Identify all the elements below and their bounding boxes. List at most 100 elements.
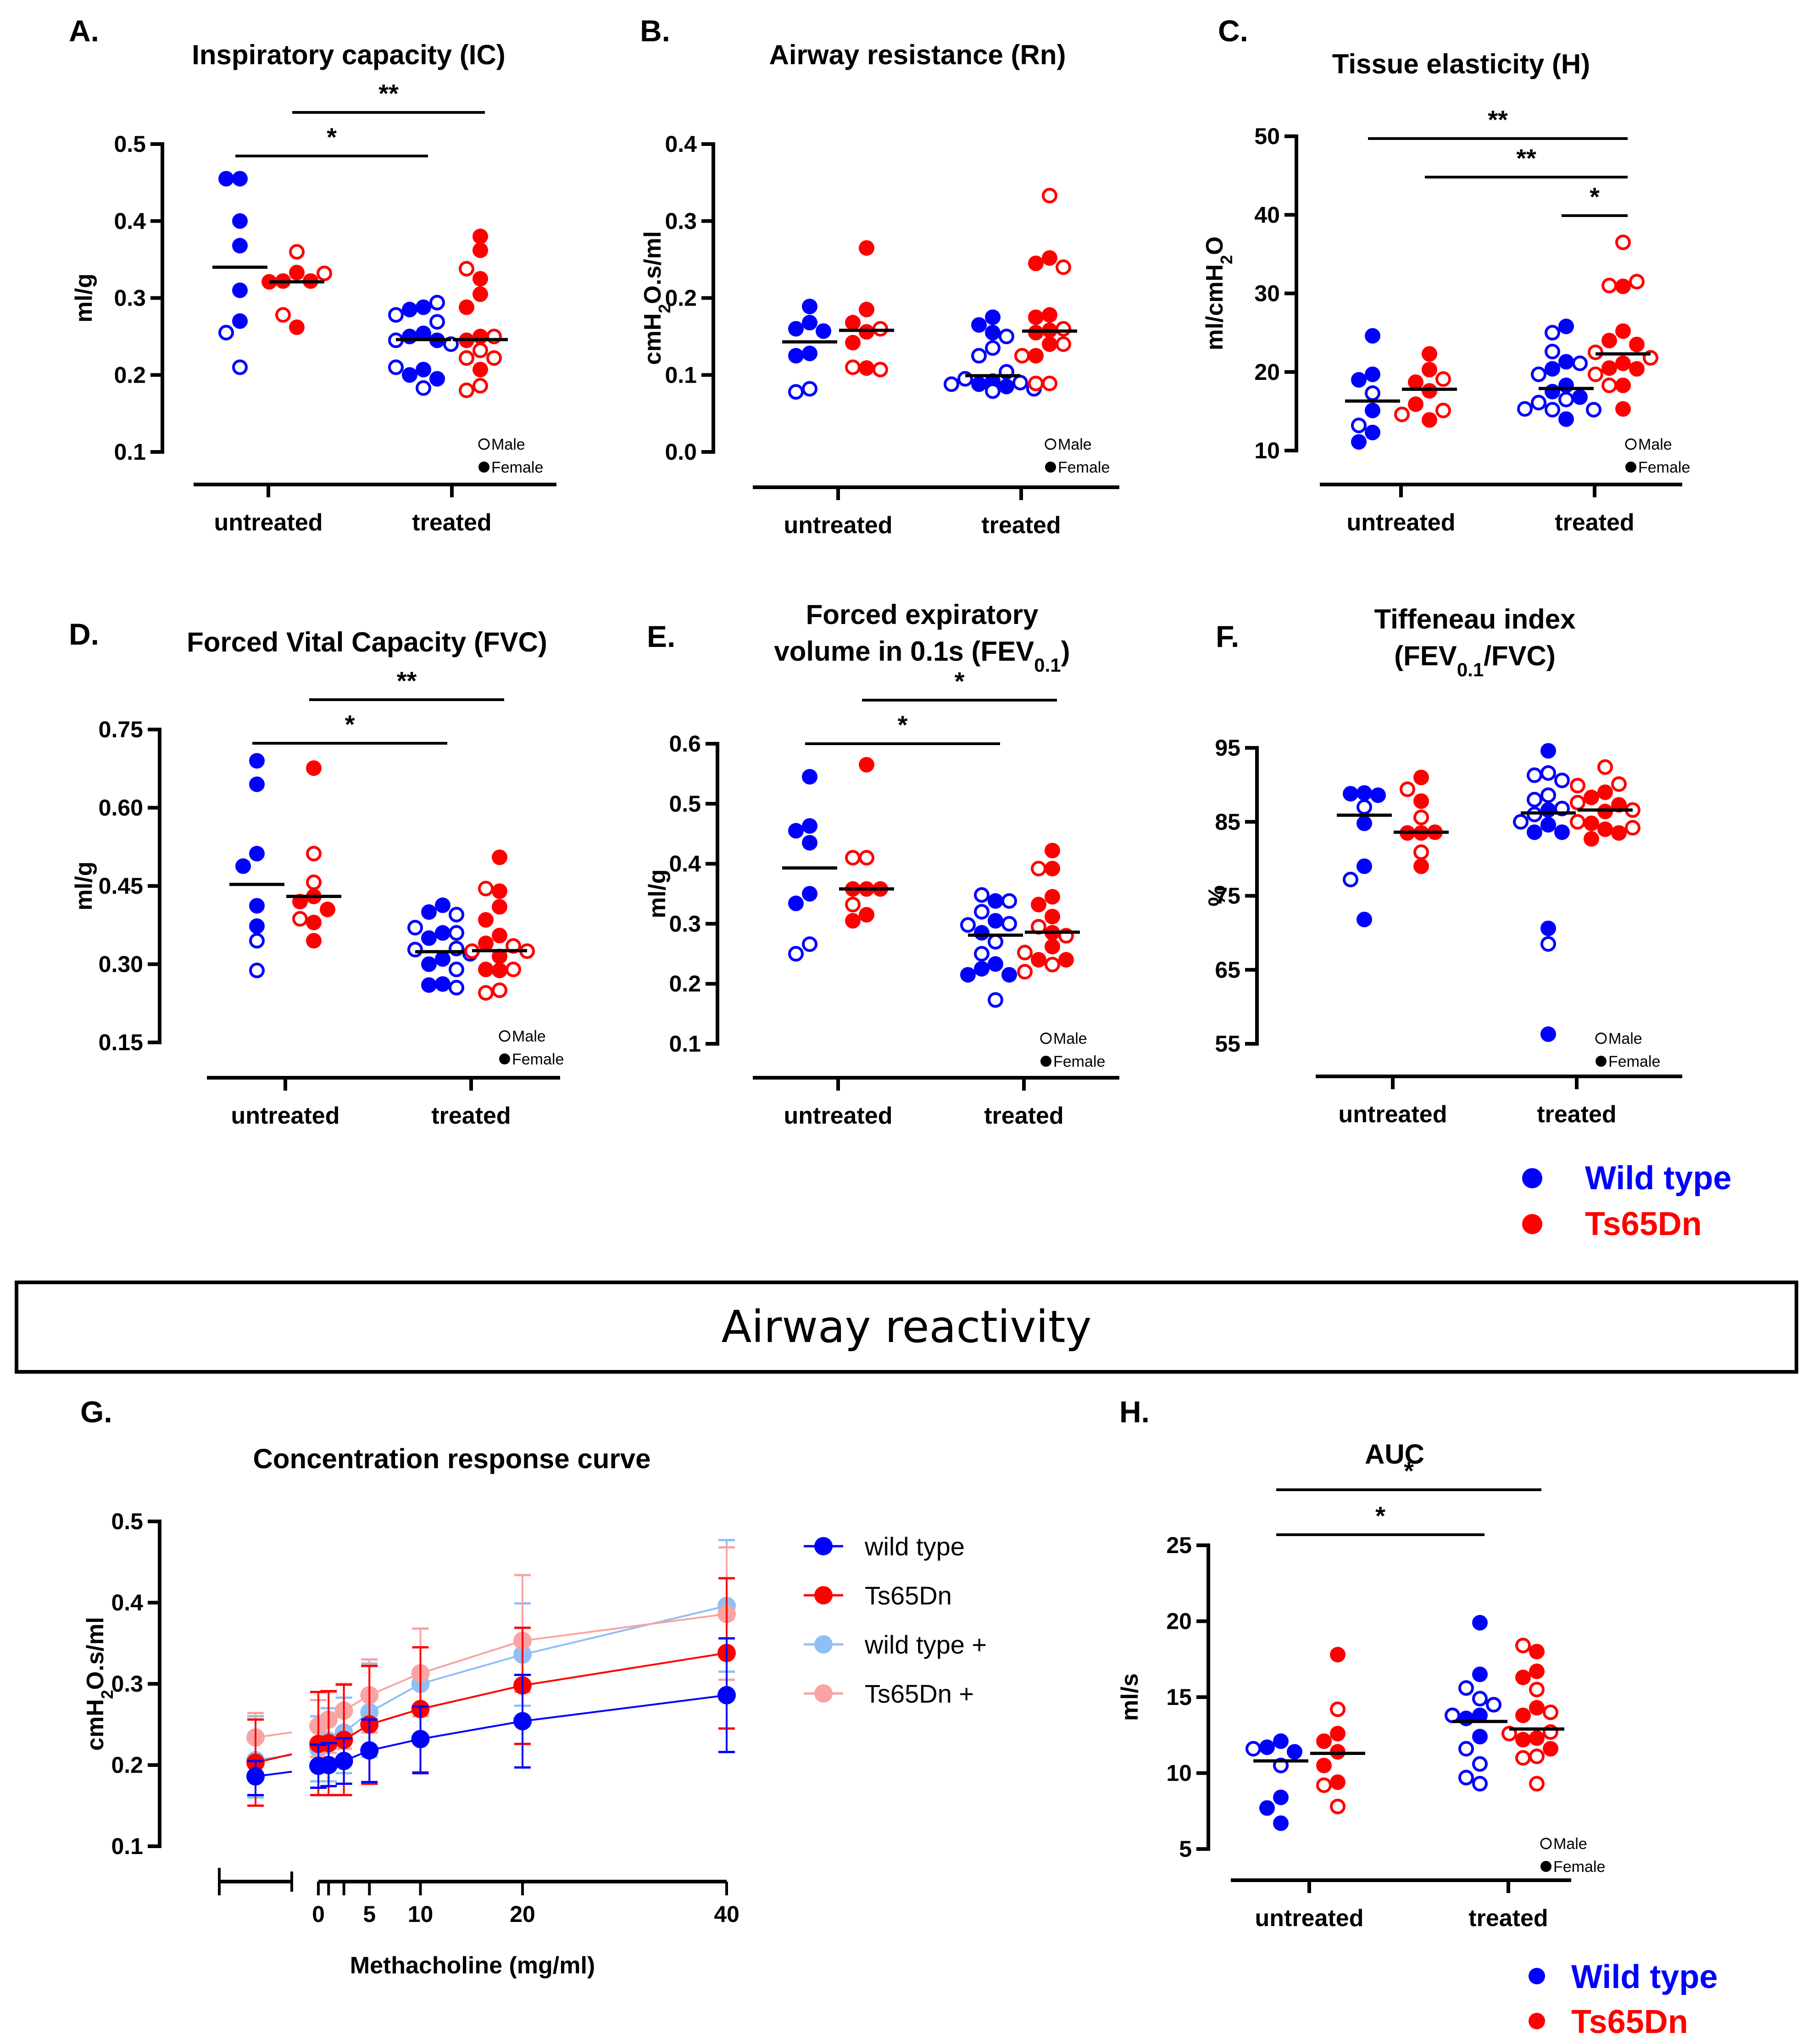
y-axis-label: ml/g	[71, 862, 97, 911]
group-ts65dn-treated	[1017, 842, 1080, 980]
data-point-male	[449, 925, 464, 941]
data-point-female	[1031, 897, 1046, 913]
data-point-male	[944, 376, 959, 392]
data-point-male	[1540, 787, 1556, 803]
data-point-male	[292, 911, 308, 927]
male-marker-icon	[1540, 1838, 1552, 1849]
group-legend-bottom: Wild type Ts65Dn	[1529, 1959, 1718, 2040]
data-point-female	[845, 315, 861, 331]
data-point-female	[218, 171, 234, 187]
data-point-male	[1527, 767, 1542, 783]
data-point-female	[1558, 354, 1574, 370]
y-tick-label: 0.0	[665, 439, 697, 465]
data-point-female	[232, 171, 248, 187]
data-point-male	[845, 359, 861, 375]
panel-a: A. Inspiratory capacity (IC) 0.1 0.2 0.3 0.4 0…	[69, 14, 556, 536]
data-point-male	[429, 314, 445, 330]
data-point-female	[1413, 858, 1429, 874]
legend-dot-wild-type	[1522, 1168, 1542, 1188]
group-wild_type-treated	[960, 887, 1023, 1008]
data-point-male	[1531, 366, 1546, 382]
panel-letter: F.	[1216, 619, 1239, 653]
data-point-male	[449, 907, 464, 923]
x-tick-label: untreated	[784, 512, 893, 539]
data-point-male	[1458, 1680, 1474, 1696]
chart-title: Inspiratory capacity (IC)	[192, 39, 506, 70]
data-point-female	[421, 977, 437, 993]
data-point-male	[1458, 1741, 1474, 1757]
chart-title: Tissue elasticity (H)	[1332, 49, 1590, 79]
y-tick-label: 20	[1254, 359, 1280, 385]
data-point-female	[1529, 1700, 1545, 1716]
data-point-male	[407, 941, 423, 958]
panel-letter: A.	[69, 14, 99, 48]
data-point-male	[492, 982, 507, 998]
y-axis-label: %	[1204, 885, 1230, 906]
data-point	[319, 1756, 338, 1774]
data-point-male	[1413, 844, 1429, 860]
data-point-male	[1472, 1691, 1488, 1707]
data-point-female	[1045, 889, 1060, 905]
data-point-male	[1031, 861, 1046, 877]
data-point-male	[388, 307, 404, 323]
data-point-male	[1343, 872, 1358, 888]
data-point-male	[802, 381, 817, 397]
panel-letter: H.	[1119, 1395, 1150, 1429]
x-tick-label: treated	[1468, 1905, 1548, 1932]
data-point-male	[985, 340, 1001, 356]
data-point-male	[1543, 1704, 1558, 1721]
significance-label: **	[1516, 144, 1536, 173]
x-tick-label: treated	[1537, 1101, 1616, 1128]
data-point-female	[1472, 1707, 1488, 1723]
data-point-male	[1014, 348, 1030, 364]
data-point-male	[1056, 336, 1071, 352]
data-point-female	[1540, 920, 1556, 936]
data-point-female	[1028, 309, 1044, 325]
data-point-male	[429, 295, 445, 311]
data-point-female	[1629, 336, 1645, 352]
y-axis-label: ml/cmH2O	[1201, 236, 1236, 350]
data-point-female	[421, 904, 437, 920]
data-point	[334, 1752, 353, 1771]
data-point-female	[802, 769, 817, 785]
male-legend-label: Male	[1553, 1835, 1587, 1853]
data-point	[411, 1730, 430, 1749]
data-point-female	[1343, 785, 1358, 802]
y-tick-label: 75	[1215, 883, 1240, 909]
data-point-male	[960, 917, 976, 933]
data-point-female	[1045, 842, 1060, 858]
x-tick-label: 20	[510, 1901, 535, 1927]
legend-label-ts65dn: Ts65Dn	[1571, 2004, 1688, 2040]
male-legend-label: Male	[1608, 1030, 1642, 1047]
data-point-female	[416, 325, 431, 341]
data-point-female	[478, 912, 494, 928]
data-point-male	[486, 350, 502, 366]
data-point-female	[1558, 318, 1574, 334]
data-point-male	[249, 963, 265, 979]
data-point-male	[407, 919, 423, 936]
data-point-female	[402, 367, 417, 383]
legend-label: Ts65Dn	[865, 1581, 952, 1610]
female-marker-icon	[499, 1053, 510, 1064]
data-point-male	[974, 904, 990, 920]
data-point-female	[1554, 824, 1570, 840]
data-point-female	[1365, 424, 1380, 440]
significance-label: *	[898, 710, 908, 739]
panel-c: C. Tissue elasticity (H) 10 20 30 40 50 ml/cmH2…	[1201, 14, 1690, 536]
y-tick-label: 0.3	[111, 1671, 143, 1697]
legend-item: wild type	[804, 1532, 965, 1561]
data-point-male	[1570, 814, 1585, 830]
y-tick-label: 15	[1166, 1684, 1192, 1710]
data-point-female	[1370, 787, 1386, 803]
legend-label: wild type	[864, 1532, 965, 1561]
data-point-female	[1365, 402, 1380, 418]
data-point-female	[1472, 1615, 1488, 1631]
data-point-male	[306, 874, 322, 891]
y-tick-label: 95	[1215, 735, 1240, 761]
female-legend-label: Female	[1058, 459, 1110, 476]
data-point-female	[478, 936, 494, 952]
data-point-female	[802, 886, 817, 902]
data-point-female	[999, 379, 1014, 395]
x-axis-label: Methacholine (mg/ml)	[350, 1952, 595, 1979]
data-point-male	[388, 359, 404, 375]
